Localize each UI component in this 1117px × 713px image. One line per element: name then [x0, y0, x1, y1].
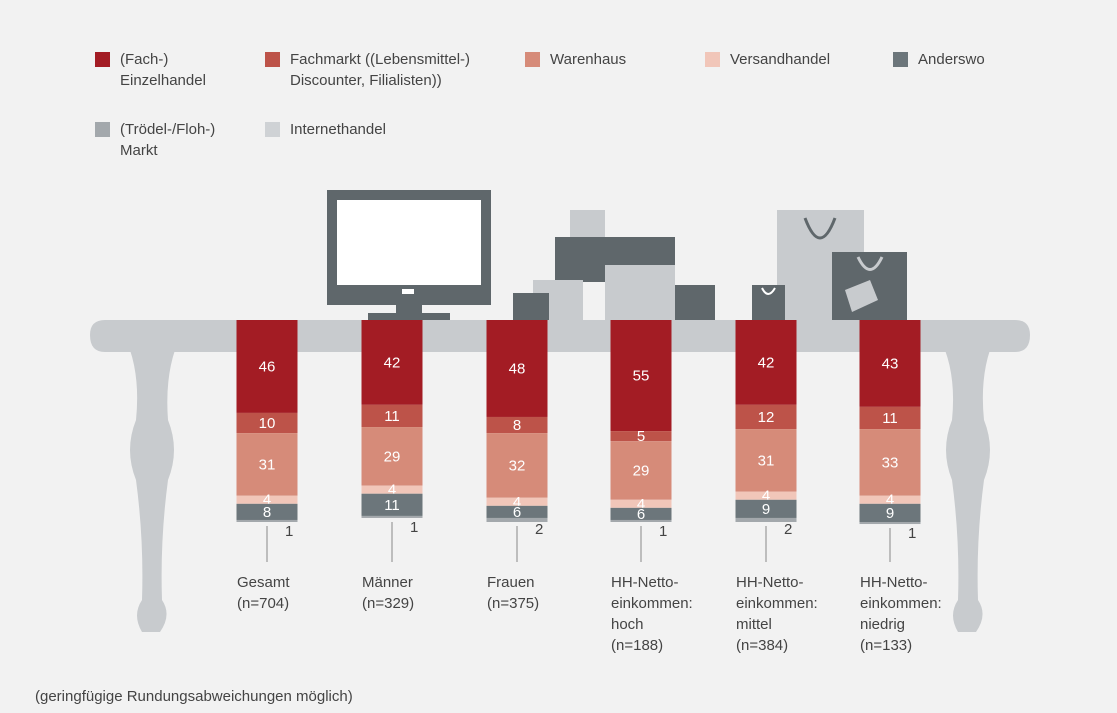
value-label: 11: [882, 410, 898, 427]
bar-segment: [610, 499, 672, 508]
bar-segment: [361, 320, 423, 405]
value-label: 12: [758, 409, 775, 426]
legend-label: Anderswo: [918, 51, 985, 68]
bar-segment: [486, 433, 548, 498]
bar-segment: [486, 517, 548, 522]
bar-segment: [610, 507, 672, 520]
value-label: 29: [633, 462, 650, 479]
value-label: 8: [263, 504, 271, 521]
value-label: 31: [259, 456, 276, 473]
bar-segment: [486, 497, 548, 506]
value-label: 4: [513, 494, 521, 511]
legend-swatch: [705, 52, 720, 67]
bar-segment: [610, 320, 672, 432]
value-label: 11: [384, 497, 400, 514]
bar-segment: [859, 495, 921, 504]
value-label: 43: [882, 355, 899, 372]
value-label: 33: [882, 454, 899, 471]
value-label: 2: [535, 521, 543, 538]
bar-segment: [859, 320, 921, 407]
value-label: 32: [509, 457, 526, 474]
legend-swatch: [893, 52, 908, 67]
value-label: 10: [259, 415, 276, 432]
legend-label: Internethandel: [290, 121, 386, 138]
bar-segment: [236, 433, 298, 496]
category-label: Frauen (n=375): [487, 574, 540, 612]
bar-segment: [236, 412, 298, 434]
category-label: Männer (n=329): [362, 574, 415, 612]
value-label: 4: [637, 496, 645, 513]
value-label: 4: [762, 488, 770, 505]
bar-segment: [735, 429, 797, 492]
legend-label: (Fach-) Einzelhandel: [120, 51, 206, 89]
legend-label: Warenhaus: [550, 51, 627, 68]
bar-segment: [735, 499, 797, 518]
value-label: 55: [633, 368, 650, 385]
value-label: 31: [758, 452, 775, 469]
bar-segment: [361, 427, 423, 486]
legend-swatch: [265, 52, 280, 67]
bar-segment: [859, 522, 921, 525]
value-label: 4: [886, 492, 894, 509]
value-label: 2: [784, 521, 792, 538]
category-label: HH-Netto- einkommen: mittel (n=384): [736, 574, 818, 654]
value-label: 8: [513, 417, 521, 434]
bar-segment: [610, 519, 672, 522]
bar-segment: [236, 519, 298, 522]
value-label: 6: [513, 504, 521, 521]
bar-segment: [735, 404, 797, 430]
value-label: 6: [637, 506, 645, 523]
category-label: HH-Netto- einkommen: hoch (n=188): [611, 574, 693, 654]
bar-segment: [859, 406, 921, 430]
value-label: 1: [410, 519, 418, 536]
value-label: 42: [758, 354, 775, 371]
bar-segment: [859, 503, 921, 522]
value-label: 11: [384, 408, 400, 425]
value-label: 42: [384, 354, 401, 371]
bar-segment: [735, 491, 797, 500]
bar-segment: [610, 441, 672, 500]
legend-swatch: [95, 122, 110, 137]
bar-segment: [236, 320, 298, 413]
bar-segment: [859, 429, 921, 496]
value-label: 1: [908, 525, 916, 542]
bar-segment: [486, 320, 548, 417]
bar-segment: [610, 431, 672, 442]
bar-segment: [361, 404, 423, 428]
bar-segment: [361, 515, 423, 518]
bar-segment: [735, 517, 797, 522]
bar-segment: [361, 485, 423, 494]
category-label: Gesamt (n=704): [237, 574, 290, 612]
bar-segment: [236, 503, 298, 520]
legend-swatch: [265, 122, 280, 137]
footnote: (geringfügige Rundungsabweichungen mögli…: [35, 688, 353, 705]
value-label: 1: [285, 523, 293, 540]
value-label: 1: [659, 523, 667, 540]
bar-segment: [236, 495, 298, 504]
value-label: 4: [388, 482, 396, 499]
bar-segment: [486, 505, 548, 518]
value-label: 9: [886, 505, 894, 522]
legend-label: Fachmarkt ((Lebensmittel-) Discounter, F…: [290, 51, 471, 89]
bar-segment: [735, 320, 797, 405]
legend-swatch: [525, 52, 540, 67]
legend-label: Versandhandel: [730, 51, 831, 68]
value-label: 5: [637, 428, 645, 445]
value-label: 4: [263, 492, 271, 509]
bar-segment: [486, 416, 548, 434]
legend-swatch: [95, 52, 110, 67]
bar-segment: [361, 493, 423, 516]
value-label: 9: [762, 501, 770, 518]
value-label: 46: [259, 358, 276, 375]
value-label: 29: [384, 448, 401, 465]
legend-label: (Trödel-/Floh-) Markt: [120, 121, 216, 159]
value-label: 48: [509, 360, 526, 377]
category-label: HH-Netto- einkommen: niedrig (n=133): [860, 574, 942, 654]
